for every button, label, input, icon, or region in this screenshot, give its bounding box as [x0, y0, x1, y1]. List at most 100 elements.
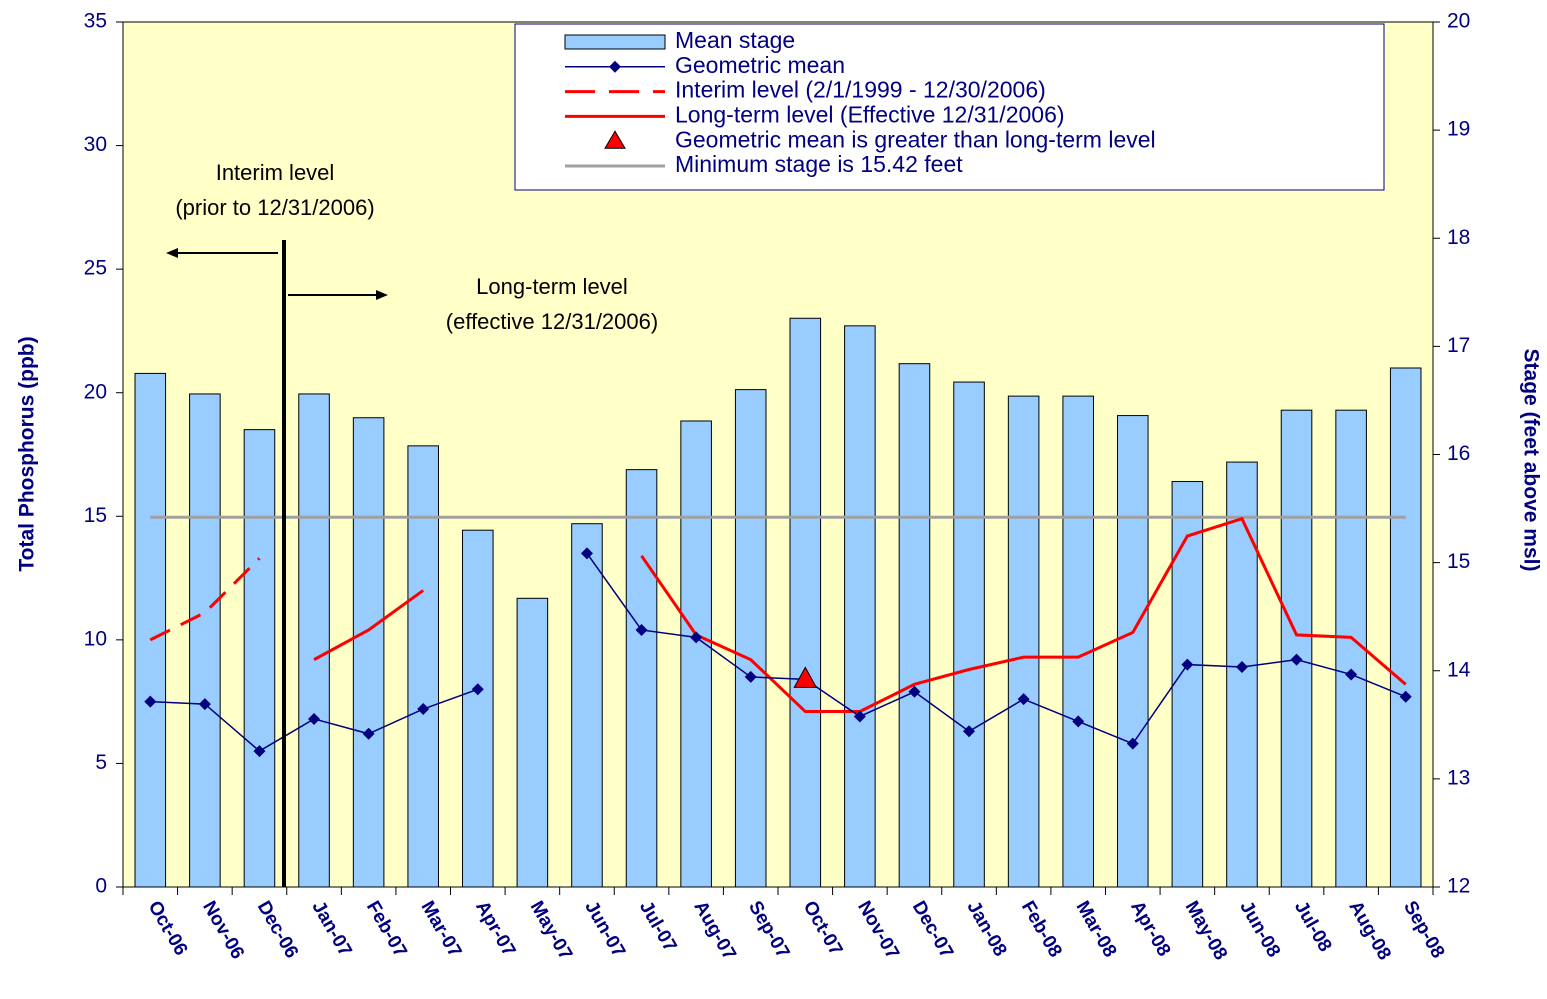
bar	[1226, 461, 1258, 888]
bar	[1280, 409, 1313, 888]
bar	[134, 372, 167, 888]
point	[1072, 715, 1085, 728]
y-tick-label: 0	[95, 875, 107, 898]
point	[1399, 690, 1412, 703]
arrow-head	[166, 248, 178, 258]
point	[963, 725, 976, 738]
y2-tick-label: 12	[1447, 875, 1470, 898]
x-tick-label: Jan-08	[962, 898, 1010, 961]
bar	[298, 393, 330, 888]
y-tick-label: 30	[84, 133, 107, 156]
y-tick-label: 15	[84, 504, 107, 527]
legend	[514, 23, 1385, 191]
x-tick-label: Oct-07	[799, 898, 847, 960]
x-tick-label: Dec-06	[253, 898, 302, 962]
arrow-head	[376, 290, 388, 300]
y2-tick-label: 19	[1447, 118, 1470, 141]
bar	[1389, 367, 1422, 888]
point	[198, 698, 211, 711]
x-tick-label: Aug-07	[689, 898, 739, 964]
bar	[953, 381, 985, 888]
point	[253, 745, 266, 758]
x-tick-label: Dec-07	[908, 898, 957, 962]
series-line	[149, 557, 261, 642]
bar	[898, 363, 931, 888]
y-tick-label: 25	[84, 257, 107, 280]
x-tick-label: Feb-08	[1017, 898, 1066, 962]
y-tick-label: 35	[84, 10, 107, 33]
y2-tick-label: 18	[1447, 226, 1470, 249]
x-tick-label: Sep-08	[1399, 898, 1448, 962]
y2-tick-label: 16	[1447, 442, 1470, 465]
x-tick-label: Nov-06	[198, 898, 248, 963]
x-tick-label: Feb-07	[362, 898, 411, 962]
x-tick-label: Jun-07	[580, 898, 629, 962]
bar	[243, 429, 276, 888]
point	[362, 727, 375, 740]
point	[1017, 693, 1030, 706]
x-tick-label: Jan-07	[307, 898, 355, 961]
bar	[352, 417, 385, 888]
exceedance-marker	[793, 666, 818, 688]
legend-swatch	[604, 130, 626, 149]
annotation: Long-term level	[476, 274, 628, 299]
point	[1126, 737, 1139, 750]
y2-tick-label: 17	[1447, 334, 1470, 357]
legend-label: Long-term level (Effective 12/31/2006)	[675, 101, 1065, 127]
point	[1235, 661, 1248, 674]
point	[308, 712, 321, 725]
y-axis-title: Total Phosphorus (ppb)	[16, 336, 39, 571]
y2-tick-label: 14	[1447, 658, 1471, 681]
point	[1290, 653, 1303, 666]
x-tick-label: Jun-08	[1235, 898, 1284, 962]
x-tick-label: Sep-07	[744, 898, 793, 962]
y2-tick-label: 15	[1447, 550, 1470, 573]
legend-swatch	[564, 34, 666, 50]
y2-tick-label: 13	[1447, 766, 1470, 789]
x-tick-label: May-08	[1181, 898, 1231, 964]
annotation: (effective 12/31/2006)	[446, 309, 658, 334]
point	[144, 695, 157, 708]
x-tick-label: Mar-07	[417, 898, 466, 962]
annotation: Interim level	[216, 160, 335, 185]
x-tick-label: Mar-08	[1072, 898, 1121, 962]
point	[580, 547, 593, 560]
x-tick-label: Oct-06	[144, 898, 192, 960]
x-tick-label: May-07	[526, 898, 576, 964]
bar	[1171, 481, 1204, 888]
legend-label: Geometric mean is greater than long-term…	[675, 126, 1156, 152]
bar	[1007, 395, 1040, 888]
y2-tick-label: 20	[1447, 10, 1470, 33]
y-tick-label: 5	[95, 751, 107, 774]
x-tick-label: Apr-08	[1126, 898, 1174, 961]
bar	[516, 597, 549, 888]
bar	[571, 523, 603, 888]
point	[471, 683, 484, 696]
bar	[625, 469, 658, 888]
bar	[1062, 395, 1094, 888]
x-tick-label: Aug-08	[1344, 898, 1394, 964]
bar	[734, 389, 767, 888]
bar	[462, 529, 494, 888]
series-line	[313, 516, 1407, 714]
legend-label: Interim level (2/1/1999 - 12/30/2006)	[675, 77, 1046, 103]
bar	[789, 317, 822, 888]
bar	[1117, 415, 1149, 888]
x-tick-label: Nov-07	[853, 898, 903, 963]
point	[1181, 658, 1194, 671]
bar	[189, 393, 221, 888]
point	[635, 623, 648, 636]
bar	[844, 325, 876, 888]
point	[908, 685, 921, 698]
y2-axis-title: Stage (feet above msl)	[1519, 349, 1542, 572]
y-tick-label: 20	[84, 380, 107, 403]
point	[744, 670, 757, 683]
point	[853, 710, 866, 723]
x-tick-label: Jul-07	[635, 898, 681, 956]
legend-label: Mean stage	[675, 27, 795, 53]
bar	[407, 445, 439, 888]
point	[690, 631, 703, 644]
x-tick-label: Apr-07	[471, 898, 519, 961]
x-tick-label: Jul-08	[1290, 898, 1336, 956]
